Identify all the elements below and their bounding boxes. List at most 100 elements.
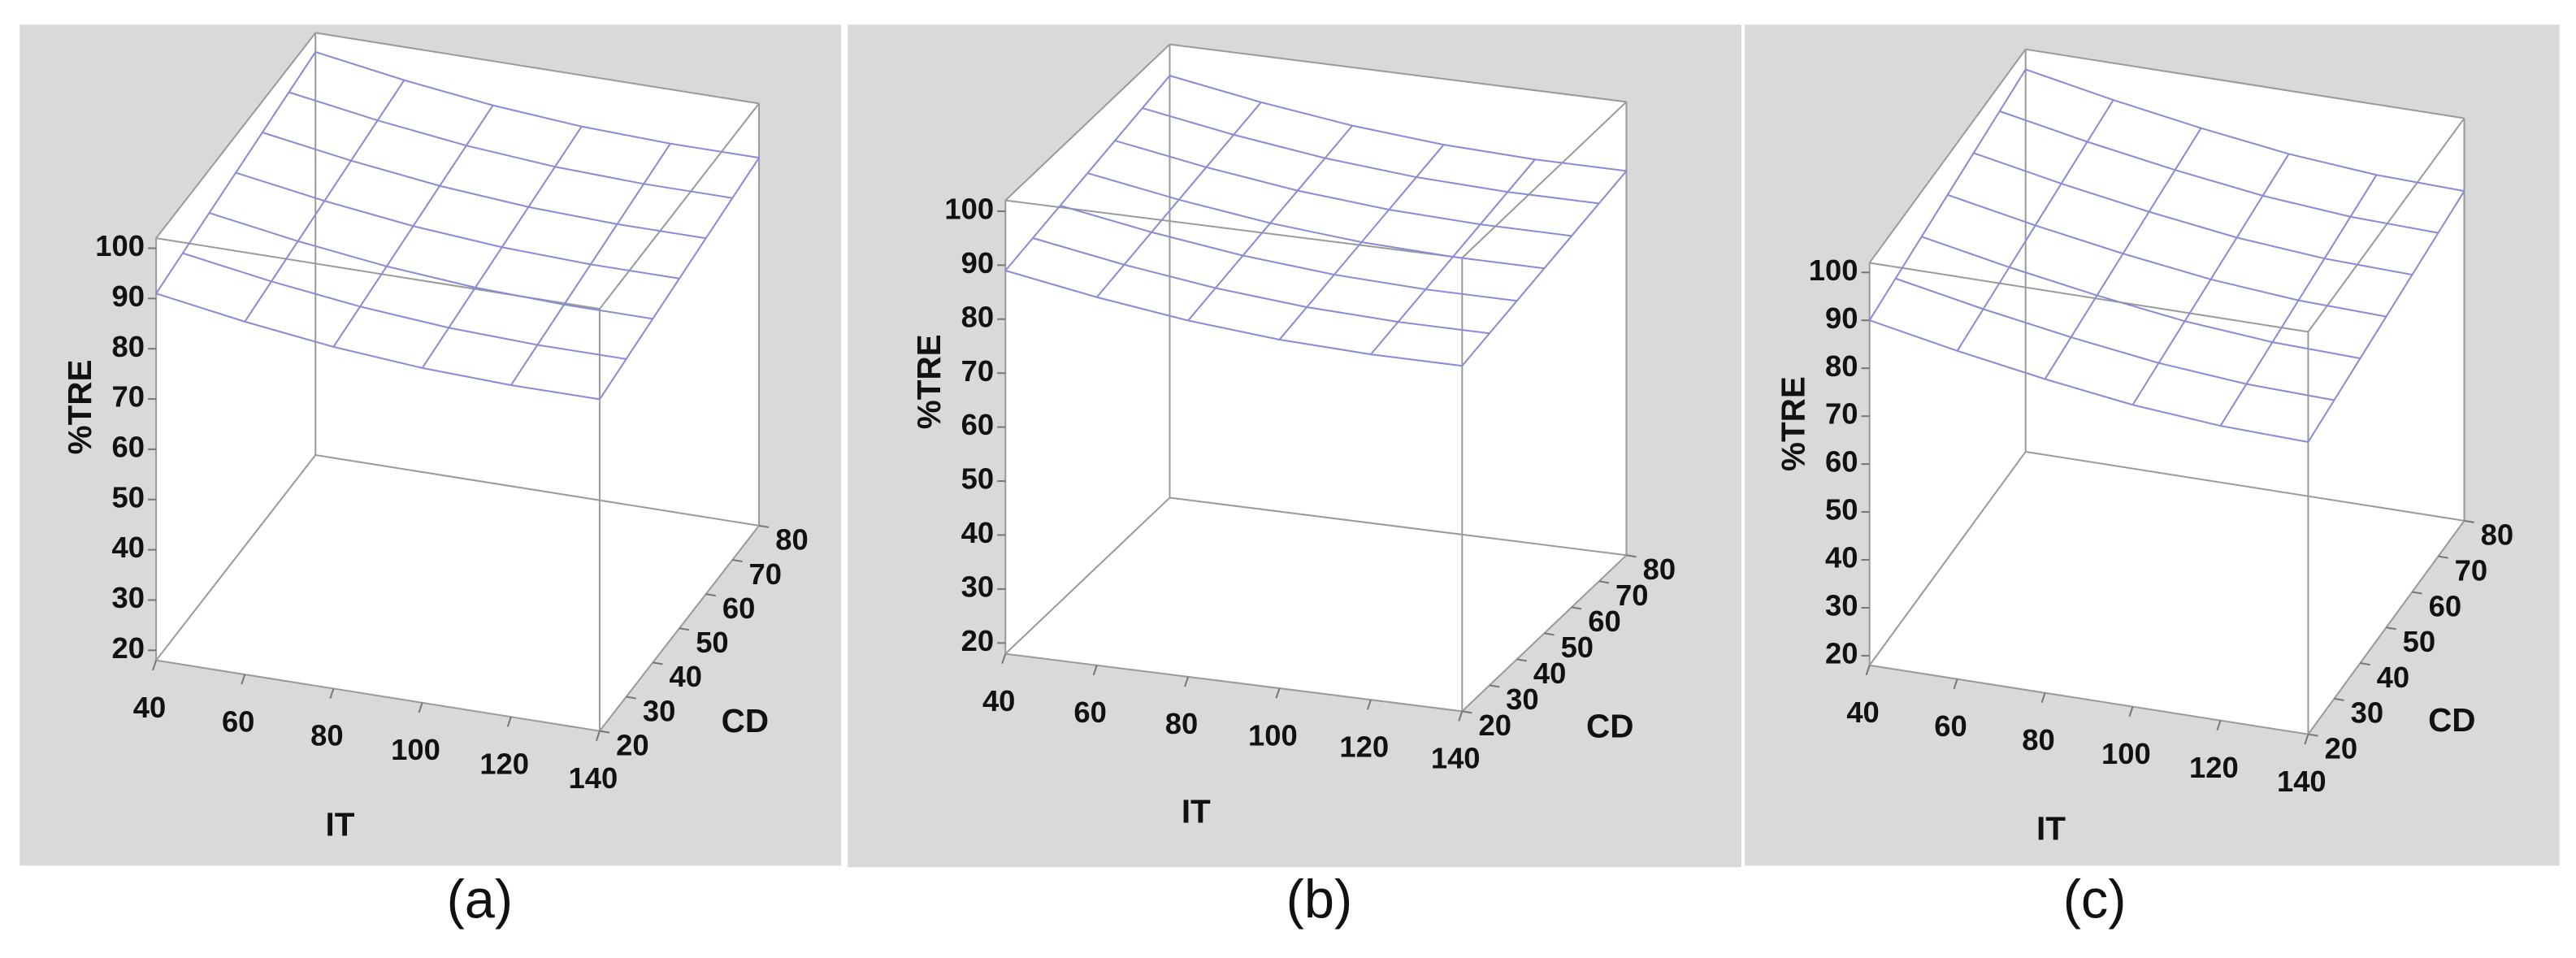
z-tick-label: 50: [1825, 493, 1858, 527]
y-tick-label: 40: [1533, 657, 1566, 690]
surface-column: [2131, 153, 2290, 405]
z-tick-label: 90: [1825, 301, 1858, 335]
z-tick-label: 70: [1825, 397, 1858, 431]
box-edge: [155, 32, 317, 239]
box-edge: [1169, 496, 1627, 557]
surface-row: [1005, 270, 1463, 367]
surface-row: [235, 171, 680, 280]
box-edge: [2025, 450, 2465, 522]
surface-column: [1370, 158, 1536, 355]
y-tick: [679, 627, 690, 631]
x-tick-label: 120: [1339, 730, 1389, 763]
z-axis-title: %TRE: [910, 334, 948, 429]
surface-row: [288, 91, 733, 199]
surface-column: [2044, 128, 2202, 380]
box-edge: [1005, 199, 1463, 259]
x-tick-label: 80: [2022, 723, 2054, 756]
x-axis-title: IT: [326, 806, 355, 843]
surface-column: [510, 143, 671, 386]
x-tick-label: 80: [310, 719, 343, 752]
z-axis-title: %TRE: [61, 360, 98, 455]
y-tick: [705, 593, 716, 597]
surface-row: [1999, 110, 2439, 234]
x-tick: [506, 716, 512, 727]
y-tick: [732, 559, 743, 563]
x-tick-label: 60: [1073, 696, 1106, 729]
y-tick: [1489, 684, 1500, 688]
y-tick-label: 30: [643, 694, 675, 727]
y-axis-title: CD: [722, 702, 769, 739]
y-tick-label: 60: [1588, 605, 1620, 638]
surface-row: [209, 212, 653, 320]
x-tick: [1184, 676, 1190, 687]
y-tick-label: 20: [2325, 731, 2357, 765]
z-tick-label: 80: [111, 330, 144, 363]
x-tick-label: 120: [2189, 751, 2239, 784]
z-tick-label: 60: [1825, 445, 1858, 479]
y-tick-label: 60: [2429, 589, 2461, 622]
z-tick-label: 100: [1809, 254, 1858, 287]
surface-column: [1004, 75, 1171, 271]
y-tick: [2412, 591, 2422, 595]
x-tick: [1953, 678, 1958, 690]
plot-box-background: [156, 33, 760, 731]
z-tick-label: 40: [1825, 541, 1858, 574]
x-tick-label: 100: [1248, 718, 1298, 752]
z-tick-label: 80: [1825, 349, 1858, 383]
x-tick-label: 60: [222, 704, 254, 738]
panel-caption: (a): [447, 870, 514, 930]
x-tick: [418, 702, 423, 713]
surface-row: [1142, 107, 1599, 205]
y-tick: [1544, 632, 1555, 636]
y-tick: [2438, 555, 2448, 559]
surface-row: [1114, 140, 1572, 237]
z-tick-label: 80: [961, 300, 994, 333]
x-tick: [1458, 711, 1464, 722]
panel-caption: (c): [2063, 870, 2127, 930]
surface-row: [1921, 236, 2361, 360]
y-tick: [1626, 554, 1637, 558]
y-tick: [599, 730, 610, 734]
y-tick: [653, 661, 663, 665]
y-tick: [2386, 626, 2396, 631]
x-tick: [241, 674, 246, 685]
y-tick: [2360, 662, 2370, 666]
box-edge: [1004, 43, 1171, 202]
z-tick-label: 70: [961, 354, 994, 388]
surface-row: [1947, 193, 2387, 318]
y-tick-label: 80: [775, 523, 808, 557]
z-tick-label: 30: [961, 570, 994, 603]
z-tick-label: 60: [961, 408, 994, 441]
y-tick-label: 20: [616, 728, 648, 761]
x-tick-label: 60: [1934, 709, 1967, 743]
y-tick-label: 70: [2455, 553, 2487, 587]
surface-row: [1032, 237, 1490, 335]
box-edge: [1868, 451, 2027, 666]
y-tick: [2308, 733, 2318, 737]
box-edge: [1461, 101, 1628, 259]
box-edge: [2307, 117, 2465, 332]
surface-column: [1461, 170, 1628, 366]
x-tick-label: 140: [2277, 765, 2327, 798]
x-tick: [329, 688, 335, 699]
box-edge: [599, 102, 760, 310]
surface-column: [2219, 174, 2378, 427]
y-axis-title: CD: [2428, 701, 2475, 739]
z-tick-label: 100: [95, 229, 145, 262]
z-tick-label: 50: [111, 480, 144, 514]
surface-column: [1187, 124, 1354, 322]
surface-row: [1973, 152, 2413, 276]
surface-row: [1895, 277, 2335, 401]
surface-row: [1169, 75, 1627, 172]
y-tick: [626, 696, 636, 700]
surface-row: [1060, 205, 1517, 302]
x-tick-label: 120: [479, 747, 529, 780]
y-tick: [1462, 710, 1472, 714]
plot-box-background: [1005, 44, 1627, 712]
y-tick-label: 40: [2377, 661, 2409, 694]
box-edge: [315, 453, 760, 527]
z-tick-label: 20: [111, 631, 144, 665]
